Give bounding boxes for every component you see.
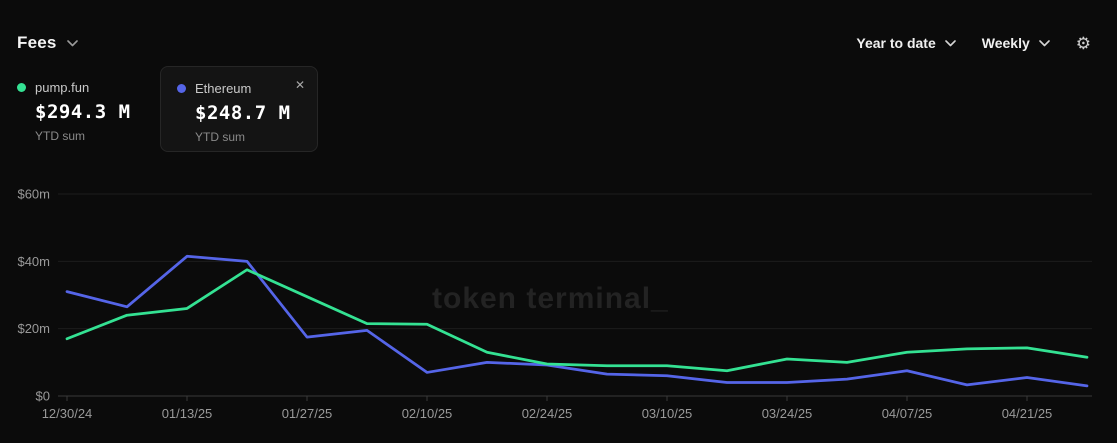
remove-series-close-icon[interactable]: ✕ bbox=[294, 78, 305, 92]
legend-series-value: $248.7 M bbox=[195, 102, 291, 124]
legend-series-caption: YTD sum bbox=[35, 129, 86, 143]
chevron-down-icon bbox=[1038, 39, 1050, 47]
chevron-down-icon bbox=[944, 39, 956, 47]
interval-label: Weekly bbox=[981, 35, 1030, 51]
chevron-down-icon bbox=[66, 39, 78, 47]
y-axis-tick-label: $60m bbox=[17, 187, 50, 202]
legend-series-name: Ethereum bbox=[195, 81, 252, 96]
legend-series-value: $294.3 M bbox=[35, 101, 131, 123]
y-axis-tick-label: $40m bbox=[17, 254, 50, 269]
interval-dropdown[interactable]: Weekly bbox=[982, 35, 1050, 51]
x-axis-tick-label: 01/13/25 bbox=[162, 406, 213, 421]
token-terminal-watermark: token terminal_ bbox=[432, 282, 669, 315]
y-axis-tick-label: $20m bbox=[17, 321, 50, 336]
date-range-dropdown[interactable]: Year to date bbox=[856, 35, 956, 51]
legend-card-ethereum[interactable]: Ethereum ✕ $248.7 M YTD sum bbox=[160, 66, 318, 152]
legend-series-name: pump.fun bbox=[35, 80, 90, 95]
page-title: Fees bbox=[17, 33, 57, 52]
x-axis-tick-label: 02/24/25 bbox=[522, 406, 573, 421]
settings-gear-icon[interactable]: ⚙ bbox=[1075, 33, 1091, 53]
metric-selector[interactable]: Fees bbox=[17, 33, 78, 53]
x-axis-tick-label: 03/10/25 bbox=[642, 406, 693, 421]
ethereum-series-dot-icon bbox=[177, 84, 186, 93]
legend-series-caption: YTD sum bbox=[195, 130, 246, 144]
chart-area[interactable]: token terminal_ $0 $20m $40m $60m 12/30/24 01… bbox=[0, 180, 1117, 435]
x-axis-tick-label: 04/21/25 bbox=[1002, 406, 1053, 421]
header-controls: Year to date Weekly ⚙ bbox=[856, 35, 1091, 52]
x-axis-tick-label: 01/27/25 bbox=[282, 406, 333, 421]
series-line-pump-fun bbox=[65, 268, 1089, 373]
x-axis-tick-label: 04/07/25 bbox=[882, 406, 933, 421]
series-line-ethereum bbox=[65, 254, 1089, 388]
x-axis-tick-label: 03/24/25 bbox=[762, 406, 813, 421]
fees-line-chart[interactable]: $0 $20m $40m $60m 12/30/24 01/13/25 01/27/25 02… bbox=[0, 180, 1117, 435]
chart-legend: pump.fun $294.3 M YTD sum Ethereum ✕ $24… bbox=[0, 66, 318, 152]
header-bar: Fees Year to date Weekly ⚙ bbox=[17, 30, 1091, 56]
y-axis-tick-label: $0 bbox=[36, 389, 50, 404]
legend-card-pump-fun[interactable]: pump.fun $294.3 M YTD sum bbox=[0, 66, 158, 152]
x-axis-tick-label: 02/10/25 bbox=[402, 406, 453, 421]
date-range-label: Year to date bbox=[856, 35, 936, 51]
x-axis-tick-label: 12/30/24 bbox=[42, 406, 93, 421]
pump-fun-series-dot-icon bbox=[17, 83, 26, 92]
